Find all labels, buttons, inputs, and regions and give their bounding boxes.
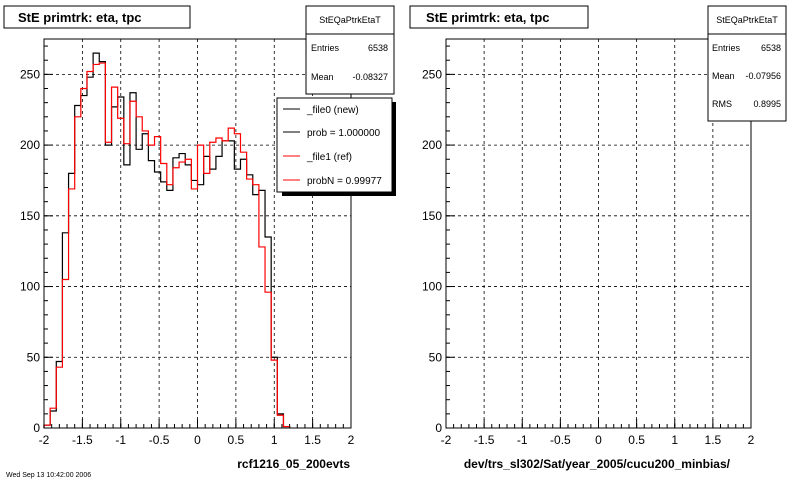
x-tick-label: -2 [39, 433, 50, 447]
x-tick-label: 1.5 [705, 433, 722, 447]
legend-entry-prob: prob = 1.000000 [307, 128, 381, 139]
x-tick-label: 0 [194, 433, 201, 447]
y-tick-label: 0 [33, 421, 40, 435]
plot-title: StE primtrk: eta, tpc [426, 10, 550, 25]
stats-mean-value: -0.07956 [745, 71, 781, 81]
histogram-panel-new-vs-ref: -2 -1.5 -1 -0.5 0 0.5 1 1.5 2 0 50 100 150 200 250 StE… [3, 5, 396, 471]
x-axis-label: rcf1216_05_200evts [237, 457, 350, 471]
y-tick-label: 250 [422, 67, 442, 81]
x-tick-label: 1 [671, 433, 678, 447]
x-tick-label: -1.5 [72, 433, 93, 447]
x-tick-label: -0.5 [149, 433, 170, 447]
x-tick-label: 2 [748, 433, 755, 447]
histogram-panel-ref: -2 -1.5 -1 -0.5 0 0.5 1 1.5 2 0 50 100 150 200 250 StE… [409, 5, 787, 471]
legend: _file0 (new) prob = 1.000000 _file1 (ref… [276, 97, 396, 196]
legend-entry-file1: _file1 (ref) [306, 152, 352, 163]
y-tick-label: 50 [429, 350, 443, 364]
y-tick-label: 0 [435, 421, 442, 435]
x-tick-label: -1.5 [474, 433, 495, 447]
title-box: StE primtrk: eta, tpc [3, 5, 191, 29]
plot-title: StE primtrk: eta, tpc [18, 10, 142, 25]
y-tick-label: 200 [20, 138, 40, 152]
x-tick-label: 2 [348, 433, 355, 447]
y-tick-label: 100 [422, 280, 442, 294]
stats-box: StEQaPtrkEtaT Entries 6538 Mean -0.07956… [707, 5, 787, 122]
stats-entries-value: 6538 [368, 43, 388, 53]
x-tick-label: -1 [517, 433, 528, 447]
stats-rms-value: 0.8995 [753, 99, 781, 109]
stats-box: StEQaPtrkEtaT Entries 6538 Mean -0.08327 [305, 5, 395, 95]
histogram-line--file1-ref- [43, 62, 291, 428]
x-tick-label: -0.5 [550, 433, 571, 447]
x-tick-label: 1.5 [304, 433, 321, 447]
stats-entries-label: Entries [311, 43, 340, 53]
stats-rms-label: RMS [712, 99, 732, 109]
footer-timestamp: Wed Sep 13 10:42:00 2006 [6, 472, 91, 479]
axes: -2 -1.5 -1 -0.5 0 0.5 1 1.5 2 0 50 100 150 200 250 [20, 45, 355, 447]
y-tick-label: 100 [20, 280, 40, 294]
y-tick-label: 150 [20, 209, 40, 223]
legend-entry-probn: probN = 0.99977 [307, 176, 382, 187]
x-tick-label: 0.5 [628, 433, 645, 447]
histogram-series [43, 52, 291, 428]
stats-mean-value: -0.08327 [352, 72, 388, 82]
stats-mean-label: Mean [311, 72, 334, 82]
y-tick-label: 200 [422, 138, 442, 152]
legend-entry-file0: _file0 (new) [306, 105, 359, 116]
stats-name: StEQaPtrkEtaT [716, 15, 778, 25]
stats-entries-label: Entries [712, 43, 741, 53]
x-tick-label: 1 [271, 433, 278, 447]
y-tick-label: 150 [422, 209, 442, 223]
title-box: StE primtrk: eta, tpc [409, 5, 589, 29]
grid-lines [44, 39, 351, 428]
stats-name: StEQaPtrkEtaT [319, 15, 381, 25]
x-tick-label: -2 [441, 433, 452, 447]
x-tick-label: 0 [595, 433, 602, 447]
grid-lines [446, 39, 751, 428]
x-axis-label: dev/trs_sl302/Sat/year_2005/cucu200_minb… [464, 457, 731, 471]
x-tick-label: -1 [115, 433, 126, 447]
y-tick-label: 50 [27, 350, 41, 364]
axes: -2 -1.5 -1 -0.5 0 0.5 1 1.5 2 0 50 100 150 200 250 [422, 45, 755, 447]
y-tick-label: 250 [20, 67, 40, 81]
stats-entries-value: 6538 [761, 43, 781, 53]
stats-mean-label: Mean [712, 71, 735, 81]
x-tick-label: 0.5 [228, 433, 245, 447]
